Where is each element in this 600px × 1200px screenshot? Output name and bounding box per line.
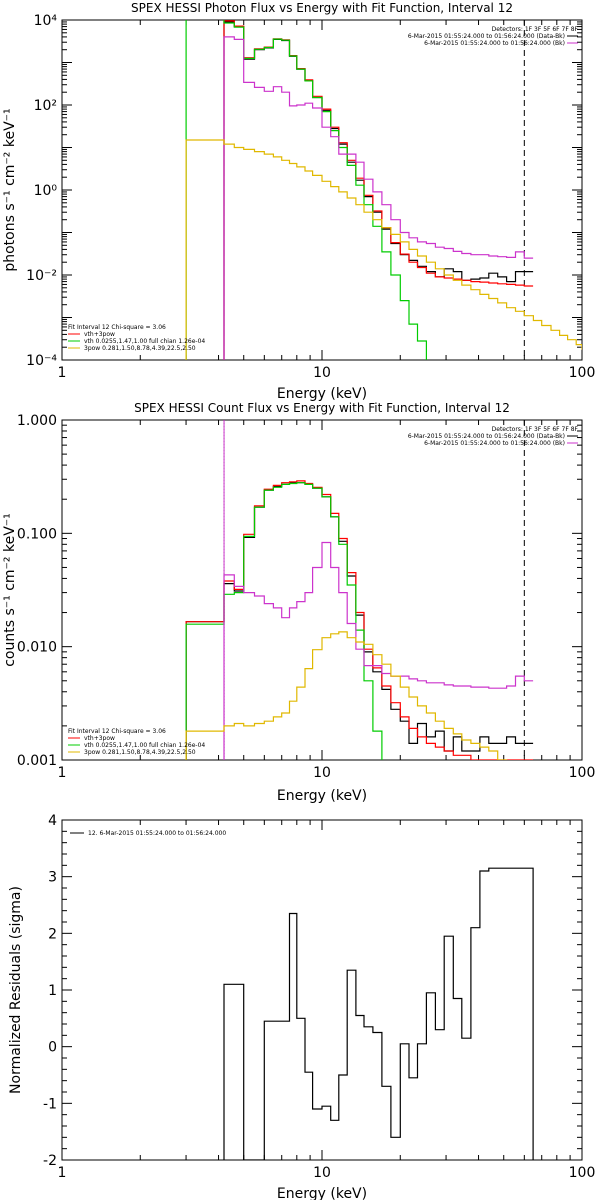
y-tick-label: 10⁻⁴ bbox=[26, 353, 57, 369]
plot-frame bbox=[61, 19, 583, 361]
legend-total-fit: vth+3pow bbox=[84, 735, 115, 742]
x-tick-label: 100 bbox=[569, 1165, 596, 1181]
x-tick-label: 100 bbox=[569, 365, 596, 381]
residuals-panel: -2 -1 0 1 2 3 4 1 10 100 Energy (keV) Normalized… bbox=[8, 813, 595, 1200]
y-axis-label: photons s⁻¹ cm⁻² keV⁻¹ bbox=[2, 108, 18, 271]
series-background bbox=[185, 631, 508, 760]
x-tick-label: 100 bbox=[569, 765, 596, 781]
series-3pow bbox=[223, 36, 534, 360]
y-axis-label: Normalized Residuals (sigma) bbox=[8, 886, 24, 1094]
y-tick-label: 2 bbox=[48, 926, 57, 942]
series-3pow bbox=[185, 541, 534, 760]
legend-total-fit: vth+3pow bbox=[84, 331, 115, 338]
legend-data-bk: 6-Mar-2015 01:55:24.000 to 01:56:24.000 … bbox=[408, 433, 565, 440]
legend-detectors: Detectors: 1F 3F 5F 6F 7F 8F bbox=[492, 426, 579, 433]
legend-fit-interval: Fit Interval 12 Chi-square = 3.06 bbox=[68, 324, 166, 331]
legend-data-bk: 6-Mar-2015 01:55:24.000 to 01:56:24.000 … bbox=[408, 33, 565, 40]
series-vth bbox=[185, 482, 383, 760]
legend-top: 12. 6-Mar-2015 01:55:24.000 to 01:56:24.… bbox=[70, 830, 226, 837]
legend-bottom: Fit Interval 12 Chi-square = 3.06 vth+3p… bbox=[68, 324, 205, 352]
legend-bk: 6-Mar-2015 01:55:24.000 to 01:56:24.000 … bbox=[424, 40, 565, 47]
x-tick-label: 1 bbox=[58, 365, 67, 381]
y-tick-label: 1 bbox=[48, 983, 57, 999]
plot-frame bbox=[61, 419, 583, 761]
x-tick-label: 10 bbox=[313, 365, 331, 381]
x-tick-labels: 1 10 100 bbox=[58, 1165, 596, 1181]
tick-marks bbox=[61, 20, 582, 361]
y-tick-labels: -2 -1 0 1 2 3 4 bbox=[43, 813, 57, 1169]
series-data-bk bbox=[185, 482, 534, 760]
series-background bbox=[185, 139, 582, 360]
series-layer bbox=[61, 20, 582, 361]
y-tick-label: 10² bbox=[34, 98, 57, 114]
x-axis-label: Energy (keV) bbox=[277, 788, 367, 804]
series-layer bbox=[61, 420, 582, 761]
y-tick-label: -2 bbox=[43, 1153, 57, 1169]
tick-marks bbox=[61, 420, 582, 761]
series-total-fit bbox=[223, 20, 534, 360]
x-tick-labels: 1 10 100 bbox=[58, 765, 596, 781]
series-data-bk bbox=[223, 21, 534, 360]
y-axis-label: counts s⁻¹ cm⁻² keV⁻¹ bbox=[2, 513, 18, 667]
y-tick-label: 10⁰ bbox=[34, 183, 58, 199]
y-tick-labels: 10⁻⁴ 10⁻² 10⁰ 10² 10⁴ bbox=[26, 13, 57, 369]
y-tick-label: 3 bbox=[48, 870, 57, 886]
legend-fit-interval: Fit Interval 12 Chi-square = 3.06 bbox=[68, 728, 166, 735]
x-tick-label: 1 bbox=[58, 1165, 67, 1181]
legend-vth: vth 0.0255,1.47,1.00 full chian 1.26e-04 bbox=[84, 742, 205, 749]
y-tick-label: 10⁴ bbox=[34, 13, 58, 29]
x-axis-label: Energy (keV) bbox=[277, 1186, 367, 1200]
y-tick-label: 1.000 bbox=[17, 413, 57, 429]
photon-flux-panel: SPEX HESSI Photon Flux vs Energy with Fi… bbox=[2, 1, 596, 402]
y-tick-label: -1 bbox=[43, 1096, 57, 1112]
legend-top: Detectors: 1F 3F 5F 6F 7F 8F 6-Mar-2015 … bbox=[408, 26, 579, 47]
y-tick-label: 0.010 bbox=[17, 640, 57, 656]
x-tick-label: 1 bbox=[58, 765, 67, 781]
series-12-6-mar-2015-01-55-24-000-to-01-56-24-000 bbox=[223, 867, 534, 1160]
y-tick-label: 0.001 bbox=[17, 753, 57, 769]
legend-interval: 12. 6-Mar-2015 01:55:24.000 to 01:56:24.… bbox=[88, 830, 226, 837]
y-tick-label: 4 bbox=[48, 813, 57, 829]
legend-3pow: 3pow 0.281,1.50,8.78,4.39,22.5,2.50 bbox=[84, 749, 196, 756]
count-flux-panel: SPEX HESSI Count Flux vs Energy with Fit… bbox=[2, 401, 596, 804]
x-tick-label: 10 bbox=[313, 1165, 331, 1181]
legend-detectors: Detectors: 1F 3F 5F 6F 7F 8F bbox=[492, 26, 579, 33]
y-tick-labels: 0.001 0.010 0.100 1.000 bbox=[17, 413, 57, 769]
series-layer bbox=[61, 819, 582, 1161]
x-tick-label: 10 bbox=[313, 765, 331, 781]
x-axis-label: Energy (keV) bbox=[277, 386, 367, 402]
legend-3pow: 3pow 0.281,1.50,8.78,4.39,22.5,2.50 bbox=[84, 345, 196, 352]
legend-vth: vth 0.0255,1.47,1.00 full chian 1.26e-04 bbox=[84, 338, 205, 345]
panel-title: SPEX HESSI Photon Flux vs Energy with Fi… bbox=[131, 1, 513, 15]
y-tick-label: 0.100 bbox=[17, 526, 57, 542]
x-tick-labels: 1 10 100 bbox=[58, 365, 596, 381]
series-vth bbox=[185, 20, 427, 360]
panel-title: SPEX HESSI Count Flux vs Energy with Fit… bbox=[134, 401, 510, 415]
legend-bk: 6-Mar-2015 01:55:24.000 to 01:56:24.000 … bbox=[424, 440, 565, 447]
legend-top: Detectors: 1F 3F 5F 6F 7F 8F 6-Mar-2015 … bbox=[408, 426, 579, 447]
legend-bottom: Fit Interval 12 Chi-square = 3.06 vth+3p… bbox=[68, 728, 205, 756]
y-tick-label: 10⁻² bbox=[26, 268, 57, 284]
y-tick-label: 0 bbox=[48, 1040, 57, 1056]
series-total-fit bbox=[185, 480, 534, 760]
